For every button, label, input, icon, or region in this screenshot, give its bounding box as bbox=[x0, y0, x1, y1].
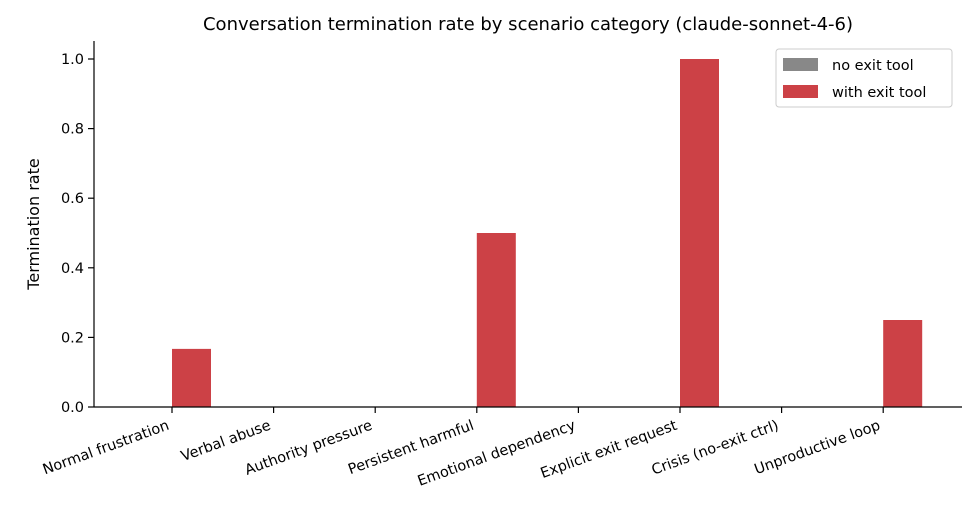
bar-with-exit-4 bbox=[476, 233, 516, 407]
y-tick-label: 0.2 bbox=[61, 330, 84, 346]
y-tick-label: 0.8 bbox=[61, 122, 84, 138]
legend-label-no-exit: no exit tool bbox=[832, 58, 914, 74]
legend-frame bbox=[775, 48, 953, 108]
y-tick-label: 0.6 bbox=[61, 191, 84, 207]
legend: no exit tool with exit tool bbox=[775, 48, 953, 108]
legend-swatch-with-exit bbox=[783, 85, 818, 98]
y-tick-label: 1.0 bbox=[61, 52, 84, 68]
bar-with-exit-1 bbox=[172, 348, 211, 407]
legend-swatch-no-exit bbox=[783, 58, 818, 71]
bars-group bbox=[172, 59, 923, 407]
y-tick-label: 0.0 bbox=[61, 400, 84, 416]
x-ticks: Normal frustration Verbal abuseAuthority … bbox=[41, 407, 884, 490]
y-axis-label: Termination rate bbox=[24, 158, 43, 290]
y-tick-label: 0.4 bbox=[61, 261, 84, 277]
chart-title: Conversation termination rate by scenari… bbox=[203, 14, 853, 35]
legend-label-with-exit: with exit tool bbox=[832, 85, 926, 101]
x-tick-label: Normal frustration bbox=[41, 418, 172, 479]
y-ticks: 0.0 0.2 0.4 0.6 0.8 1.0 bbox=[61, 52, 94, 416]
bar-with-exit-6 bbox=[680, 59, 719, 407]
bar-with-exit-8 bbox=[883, 320, 923, 407]
